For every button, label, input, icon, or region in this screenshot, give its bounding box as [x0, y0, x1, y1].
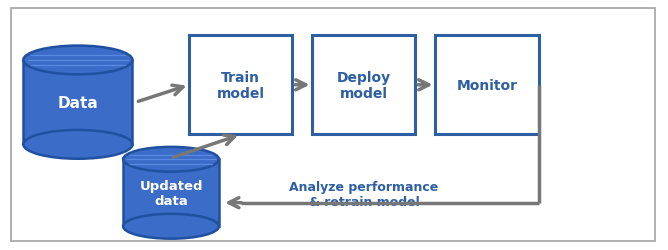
- Text: Monitor: Monitor: [456, 78, 518, 92]
- Bar: [436, 36, 538, 135]
- Ellipse shape: [123, 214, 219, 239]
- Text: Deploy
model: Deploy model: [337, 70, 391, 101]
- Ellipse shape: [23, 130, 132, 159]
- Bar: [189, 36, 293, 135]
- Text: Analyze performance
& retrain model: Analyze performance & retrain model: [289, 180, 439, 208]
- Bar: [123, 160, 219, 226]
- Bar: [23, 61, 132, 145]
- Bar: [313, 36, 415, 135]
- Ellipse shape: [23, 46, 132, 75]
- Text: Updated
data: Updated data: [139, 179, 203, 207]
- FancyBboxPatch shape: [11, 9, 655, 241]
- Text: Data: Data: [57, 95, 98, 110]
- Ellipse shape: [123, 147, 219, 172]
- Text: Train
model: Train model: [217, 70, 265, 101]
